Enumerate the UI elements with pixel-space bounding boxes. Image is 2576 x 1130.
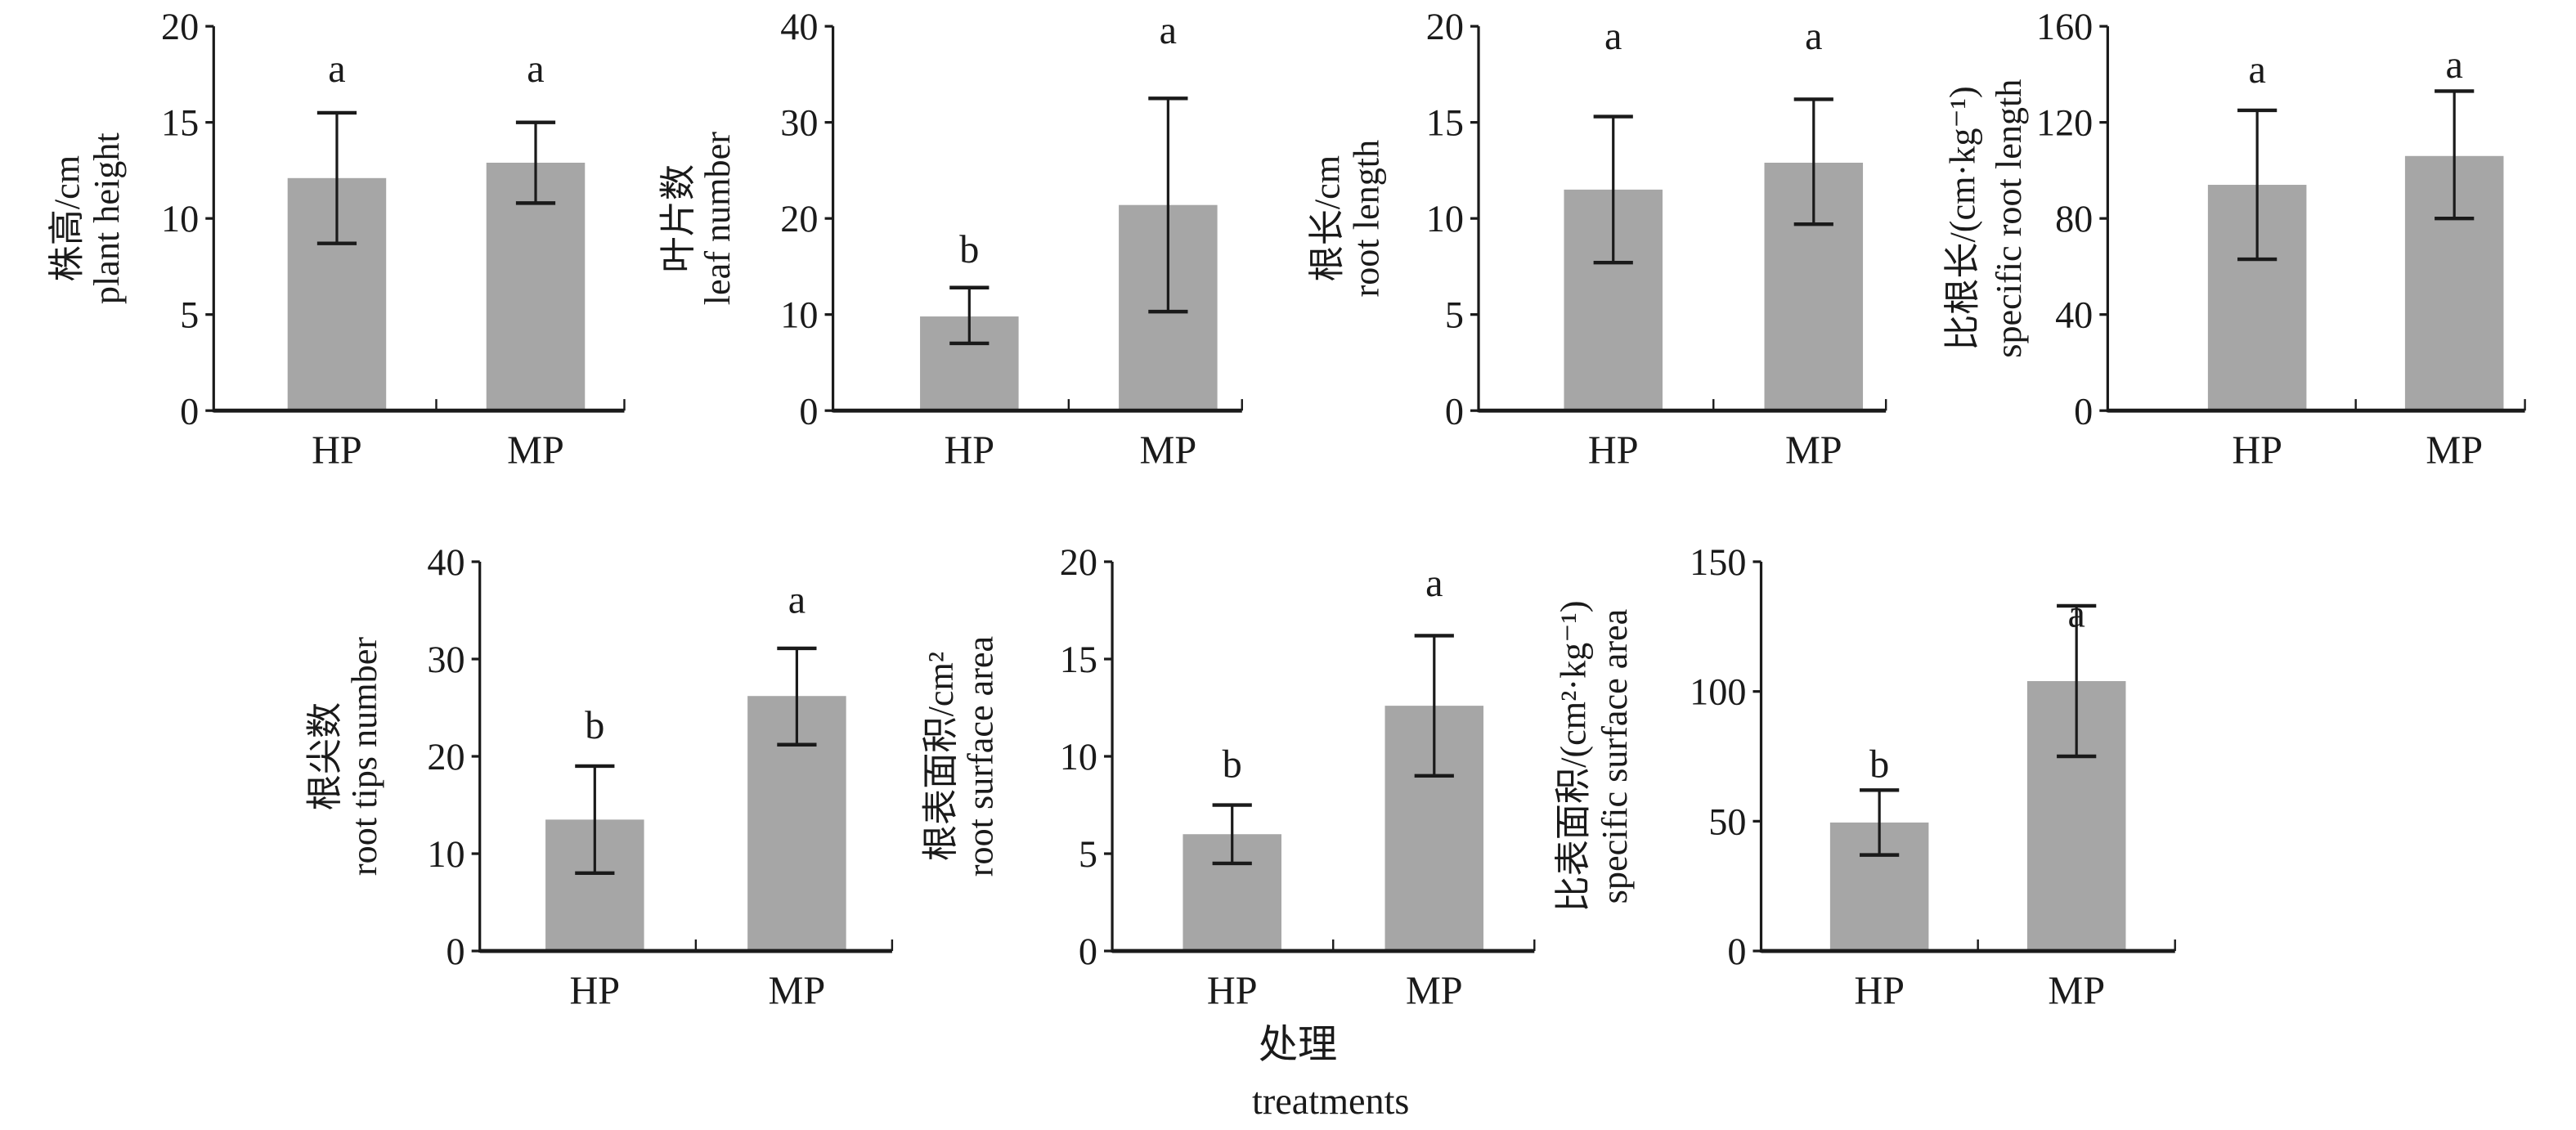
y-tick-label: 10 xyxy=(1060,736,1097,778)
y-axis-label-zh: 根尖数 xyxy=(305,702,345,811)
x-tick-label: MP xyxy=(1785,428,1842,472)
y-tick-label: 5 xyxy=(1445,294,1464,336)
y-axis-label-zh: 比根长/(cm·kg⁻¹) xyxy=(1943,86,1983,351)
x-tick-label: MP xyxy=(1406,969,1463,1012)
y-tick-label: 10 xyxy=(427,833,464,875)
y-tick-label: 20 xyxy=(161,6,199,47)
significance-letter: a xyxy=(2445,43,2462,87)
y-tick-label: 10 xyxy=(780,294,818,336)
significance-letter: b xyxy=(1869,743,1889,787)
significance-letter: a xyxy=(1425,562,1443,605)
y-tick-label: 30 xyxy=(780,102,818,144)
y-tick-label: 5 xyxy=(1079,833,1097,875)
y-axis-label-en: plant height xyxy=(87,132,127,305)
x-tick-label: MP xyxy=(769,969,826,1012)
significance-letter: a xyxy=(2067,593,2085,636)
x-tick-label: HP xyxy=(570,969,621,1012)
y-tick-label: 5 xyxy=(180,294,199,336)
x-axis-label-zh: 处理 xyxy=(1259,1024,1337,1067)
x-tick-label: MP xyxy=(507,428,564,472)
x-tick-label: HP xyxy=(2232,428,2282,472)
y-axis-label-en: specific root length xyxy=(1989,79,2029,358)
y-tick-label: 160 xyxy=(2036,6,2093,47)
x-tick-label: HP xyxy=(1854,969,1905,1012)
x-tick-label: HP xyxy=(312,428,362,472)
significance-letter: a xyxy=(1160,9,1177,52)
y-tick-label: 0 xyxy=(1727,930,1746,972)
y-tick-label: 0 xyxy=(1445,390,1464,432)
y-axis-label-zh: 株高/cm xyxy=(47,155,88,282)
significance-letter: a xyxy=(328,47,345,91)
y-axis-label-en: leaf number xyxy=(698,132,738,306)
x-axis-label-en: treatments xyxy=(1252,1080,1409,1122)
y-tick-label: 15 xyxy=(1426,102,1464,144)
y-tick-label: 80 xyxy=(2055,198,2093,240)
y-tick-label: 40 xyxy=(780,6,818,47)
y-axis-label-en: root length xyxy=(1346,140,1386,298)
y-tick-label: 30 xyxy=(427,639,464,680)
y-axis-label-en: specific surface area xyxy=(1595,608,1635,904)
y-tick-label: 0 xyxy=(799,390,818,432)
significance-letter: a xyxy=(2248,48,2265,92)
x-tick-label: MP xyxy=(2048,969,2105,1012)
significance-letter: a xyxy=(1805,15,1822,58)
x-tick-label: HP xyxy=(1207,969,1258,1012)
y-tick-label: 40 xyxy=(2055,294,2093,336)
y-tick-label: 10 xyxy=(1426,198,1464,240)
y-tick-label: 0 xyxy=(180,390,199,432)
y-tick-label: 15 xyxy=(161,102,199,144)
significance-letter: b xyxy=(1223,743,1242,787)
y-tick-label: 10 xyxy=(161,198,199,240)
y-axis-label-zh: 根长/cm xyxy=(1307,155,1347,282)
y-tick-label: 100 xyxy=(1690,671,1746,713)
y-tick-label: 0 xyxy=(2074,390,2093,432)
y-tick-label: 120 xyxy=(2036,102,2093,144)
y-axis-label-zh: 比表面积/(cm²·kg⁻¹) xyxy=(1554,600,1594,912)
y-tick-label: 20 xyxy=(1426,6,1464,47)
y-axis-label-en: root surface area xyxy=(960,635,1000,877)
y-tick-label: 40 xyxy=(427,541,464,583)
x-tick-label: MP xyxy=(1140,428,1197,472)
y-tick-label: 0 xyxy=(447,930,465,972)
y-tick-label: 150 xyxy=(1690,541,1746,583)
y-tick-label: 0 xyxy=(1079,930,1097,972)
x-tick-label: HP xyxy=(945,428,995,472)
y-axis-label-en: root tips number xyxy=(344,637,384,876)
y-axis-label-zh: 根表面积/cm² xyxy=(921,652,961,861)
x-tick-label: HP xyxy=(1588,428,1639,472)
y-tick-label: 20 xyxy=(427,736,464,778)
y-tick-label: 20 xyxy=(780,198,818,240)
y-tick-label: 15 xyxy=(1060,639,1097,680)
significance-letter: b xyxy=(959,228,979,271)
x-tick-label: MP xyxy=(2426,428,2483,472)
significance-letter: b xyxy=(585,704,604,747)
significance-letter: a xyxy=(527,47,544,91)
y-tick-label: 50 xyxy=(1708,800,1746,842)
significance-letter: a xyxy=(1604,15,1622,58)
y-axis-label-zh: 叶片数 xyxy=(658,164,698,273)
y-tick-label: 20 xyxy=(1060,541,1097,583)
significance-letter: a xyxy=(788,578,806,621)
